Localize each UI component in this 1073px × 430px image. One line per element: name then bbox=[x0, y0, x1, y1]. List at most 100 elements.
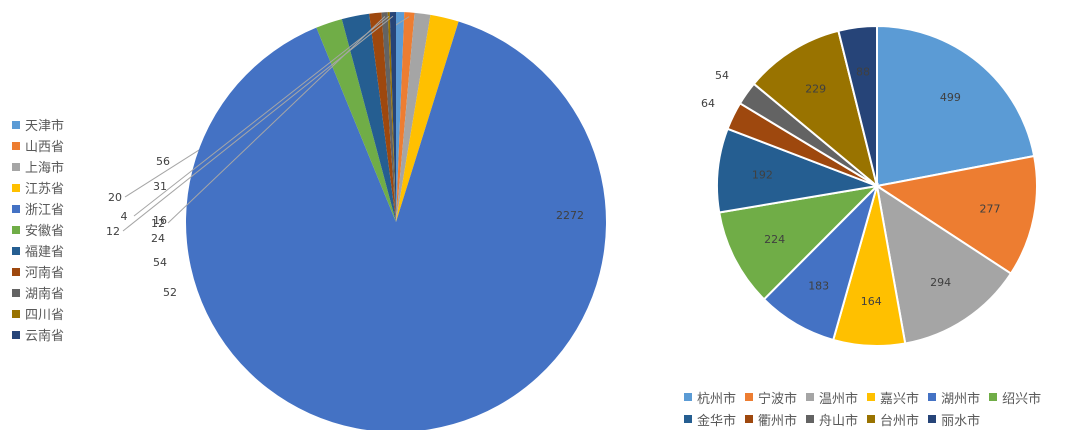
legend-label: 四川省 bbox=[25, 308, 65, 323]
legend-label: 台州市 bbox=[880, 413, 920, 429]
legend-label: 宁波市 bbox=[758, 391, 798, 407]
legend-label: 天津市 bbox=[25, 119, 65, 134]
pie-slice-四川省 bbox=[387, 12, 396, 223]
legend-swatch bbox=[12, 204, 20, 213]
pie-slice-上海市 bbox=[396, 12, 431, 222]
legend-item: 丽水市 bbox=[928, 408, 980, 430]
pie-slice-金华市 bbox=[716, 127, 881, 214]
legend-swatch bbox=[745, 393, 754, 401]
legend-swatch bbox=[989, 393, 998, 401]
pie-chart-zhejiang-cities: 499 277 294 164 183 224 192 64 54 229 88 bbox=[701, 24, 1038, 347]
legend-label: 福建省 bbox=[25, 245, 65, 260]
data-label: 229 bbox=[805, 83, 826, 96]
data-label: 2272 bbox=[556, 209, 584, 222]
pie-slice-云南省 bbox=[389, 11, 396, 222]
legend-item: 四川省 bbox=[12, 303, 64, 324]
pie-slice-天津市 bbox=[396, 11, 405, 223]
legend-label: 金华市 bbox=[697, 413, 737, 429]
legend-label: 浙江省 bbox=[25, 203, 65, 218]
pie-slice-绍兴市 bbox=[718, 184, 880, 301]
pie-slice-湖南省 bbox=[381, 12, 396, 222]
data-label: 224 bbox=[764, 233, 785, 246]
legend-swatch bbox=[12, 183, 20, 192]
pie-slice-宁波市 bbox=[874, 154, 1038, 275]
legend-swatch bbox=[806, 415, 815, 423]
legend-swatch bbox=[12, 330, 20, 339]
legend-item: 杭州市 bbox=[684, 386, 736, 408]
legend-swatch bbox=[928, 393, 937, 401]
legend-swatch bbox=[12, 267, 20, 276]
legend-label: 湖南省 bbox=[25, 287, 65, 302]
data-label: 24 bbox=[151, 232, 165, 245]
data-label: 183 bbox=[808, 279, 829, 292]
pie-slice-台州市 bbox=[752, 29, 879, 189]
legend-swatch bbox=[684, 393, 692, 401]
pie-slice-温州市 bbox=[875, 183, 1013, 345]
legend-label: 衢州市 bbox=[758, 413, 798, 429]
legend-label: 安徽省 bbox=[25, 224, 65, 239]
legend-swatch bbox=[12, 162, 20, 171]
data-label: 31 bbox=[153, 180, 167, 193]
legend-label: 河南省 bbox=[25, 266, 65, 281]
legend-item: 江苏省 bbox=[12, 177, 64, 198]
legend-item: 湖南省 bbox=[12, 282, 64, 303]
legend-item: 浙江省 bbox=[12, 198, 64, 219]
data-label: 4 bbox=[121, 210, 128, 223]
legend-item: 台州市 bbox=[867, 408, 919, 430]
legend-swatch bbox=[684, 415, 692, 423]
legend-provinces: 天津市山西省上海市江苏省浙江省安徽省福建省河南省湖南省四川省云南省 bbox=[12, 114, 64, 345]
legend-item: 绍兴市 bbox=[989, 386, 1041, 408]
pie-slice-河南省 bbox=[369, 12, 396, 222]
legend-swatch bbox=[745, 415, 754, 423]
pie-slice-福建省 bbox=[341, 13, 396, 222]
pie-slice-杭州市 bbox=[876, 24, 1036, 188]
legend-item: 湖州市 bbox=[928, 386, 980, 408]
legend-item: 山西省 bbox=[12, 135, 64, 156]
leader-line bbox=[122, 15, 394, 232]
legend-item: 河南省 bbox=[12, 261, 64, 282]
data-label: 164 bbox=[861, 295, 882, 308]
legend-item: 云南省 bbox=[12, 324, 64, 345]
legend-label: 上海市 bbox=[25, 161, 65, 176]
legend-label: 云南省 bbox=[25, 329, 65, 344]
legend-swatch bbox=[806, 393, 815, 401]
pie-slice-江苏省 bbox=[396, 14, 459, 222]
data-label: 294 bbox=[930, 276, 951, 289]
legend-item: 温州市 bbox=[806, 386, 858, 408]
legend-label: 丽水市 bbox=[941, 413, 981, 429]
pie-slice-安徽省 bbox=[316, 19, 396, 222]
data-label: 12 bbox=[106, 225, 120, 238]
data-label: 499 bbox=[940, 91, 961, 104]
data-label: 277 bbox=[980, 202, 1001, 215]
legend-label: 杭州市 bbox=[697, 391, 737, 407]
legend-label: 温州市 bbox=[819, 391, 859, 407]
pie-slice-丽水市 bbox=[837, 24, 878, 187]
legend-label: 山西省 bbox=[25, 140, 65, 155]
data-label: 54 bbox=[153, 256, 167, 269]
data-label: 88 bbox=[856, 66, 870, 79]
data-label: 52 bbox=[163, 286, 177, 299]
pie-slice-山西省 bbox=[396, 12, 415, 222]
legend-cities: 杭州市 宁波市 温州市 嘉兴市 湖州市 绍兴市金华市 衢州市 舟山市 台州市 丽水市 bbox=[684, 386, 1073, 430]
legend-swatch bbox=[12, 225, 20, 234]
legend-item: 舟山市 bbox=[806, 408, 858, 430]
legend-label: 绍兴市 bbox=[1002, 391, 1042, 407]
legend-swatch bbox=[12, 309, 20, 318]
legend-item: 嘉兴市 bbox=[867, 386, 919, 408]
legend-swatch bbox=[12, 141, 20, 150]
data-label: 56 bbox=[156, 155, 170, 168]
legend-item: 福建省 bbox=[12, 240, 64, 261]
data-label: 12 bbox=[151, 217, 165, 230]
data-label: 192 bbox=[752, 169, 773, 182]
legend-label: 江苏省 bbox=[25, 182, 65, 197]
legend-label: 湖州市 bbox=[941, 391, 981, 407]
legend-item: 金华市 bbox=[684, 408, 736, 430]
legend-swatch bbox=[867, 415, 876, 423]
legend-item: 衢州市 bbox=[745, 408, 797, 430]
pie-slice-浙江省 bbox=[186, 21, 606, 430]
data-label: 64 bbox=[701, 97, 715, 110]
legend-item: 宁波市 bbox=[745, 386, 797, 408]
data-label: 16 bbox=[153, 214, 167, 227]
